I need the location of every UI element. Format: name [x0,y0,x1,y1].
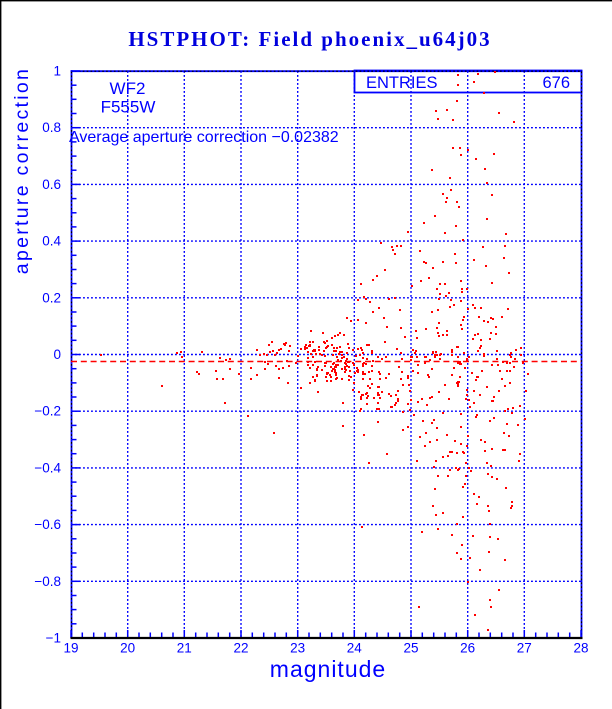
svg-text:20: 20 [120,641,135,656]
svg-text:26: 26 [460,641,475,656]
svg-text:−0.4: −0.4 [34,460,61,475]
svg-text:676: 676 [542,74,570,92]
svg-text:27: 27 [517,641,532,656]
svg-text:0.4: 0.4 [42,234,61,249]
svg-text:25: 25 [403,641,418,656]
svg-text:22: 22 [233,641,248,656]
svg-text:21: 21 [177,641,192,656]
svg-text:aperture correction: aperture correction [11,67,33,274]
svg-text:0.2: 0.2 [42,290,61,305]
svg-text:1: 1 [53,64,61,79]
svg-text:WF2: WF2 [110,79,146,98]
svg-text:−0.8: −0.8 [34,574,61,589]
svg-text:−0.6: −0.6 [34,517,61,532]
svg-text:Average aperture correction −0: Average aperture correction −0.02382 [69,129,339,146]
svg-text:24: 24 [347,641,363,656]
svg-text:F555W: F555W [101,98,156,117]
svg-text:HSTPHOT: Field phoenix_u64j03: HSTPHOT: Field phoenix_u64j03 [128,27,491,51]
svg-text:−0.2: −0.2 [34,404,61,419]
svg-text:19: 19 [63,641,78,656]
svg-text:0: 0 [53,347,61,362]
svg-text:0.6: 0.6 [42,177,61,192]
svg-text:0.8: 0.8 [42,120,61,135]
svg-text:28: 28 [573,641,588,656]
svg-text:23: 23 [290,641,305,656]
svg-text:magnitude: magnitude [270,656,386,682]
svg-text:−1: −1 [46,631,61,646]
svg-text:ENTRIES: ENTRIES [366,74,438,92]
